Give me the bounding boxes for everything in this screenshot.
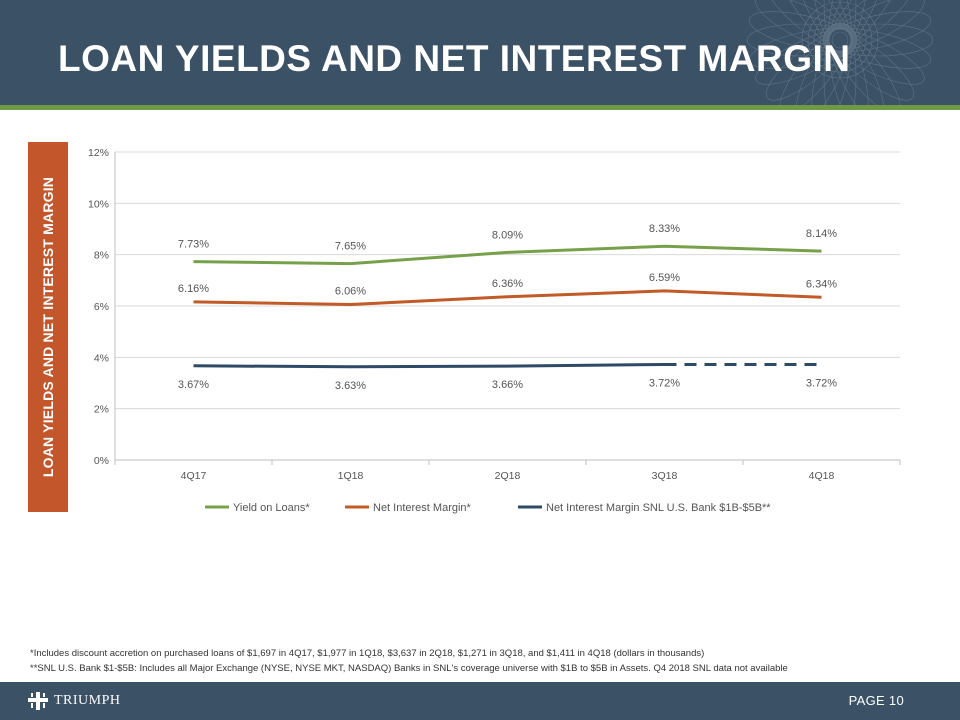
data-label: 3.63% bbox=[335, 380, 366, 392]
x-tick-label: 3Q18 bbox=[652, 470, 678, 482]
legend-label: Yield on Loans* bbox=[233, 502, 310, 514]
y-tick-label: 0% bbox=[94, 455, 109, 467]
data-label: 3.66% bbox=[492, 379, 523, 391]
footer-bar: TRIUMPH PAGE 10 bbox=[0, 682, 960, 720]
side-label: LOAN YIELDS AND NET INTEREST MARGIN bbox=[28, 142, 68, 512]
line-chart: 0% 2% 4% 6% 8% 10% 12% 4Q17 1Q18 2Q18 3Q18 4Q18 7.73… bbox=[88, 147, 901, 514]
logo-text: TRIUMPH bbox=[54, 693, 121, 708]
x-tick-label: 2Q18 bbox=[495, 470, 521, 482]
data-label: 3.72% bbox=[806, 378, 837, 390]
side-label-text: LOAN YIELDS AND NET INTEREST MARGIN bbox=[40, 176, 56, 478]
y-tick-label: 10% bbox=[88, 198, 109, 210]
y-tick-label: 8% bbox=[94, 250, 109, 262]
footnote-2: **SNL U.S. Bank $1-$5B: Includes all Maj… bbox=[30, 663, 788, 674]
data-label: 6.36% bbox=[492, 278, 523, 290]
data-label: 3.67% bbox=[178, 379, 209, 391]
y-tick-label: 2% bbox=[94, 404, 109, 416]
footnote-1: *Includes discount accretion on purchase… bbox=[30, 648, 705, 659]
y-tick-label: 4% bbox=[94, 352, 109, 364]
data-label: 6.34% bbox=[806, 278, 837, 290]
page-title: LOAN YIELDS AND NET INTEREST MARGIN bbox=[58, 38, 851, 79]
data-label: 6.16% bbox=[178, 283, 209, 295]
data-label: 8.09% bbox=[492, 229, 523, 241]
y-tick-label: 6% bbox=[94, 301, 109, 313]
data-label: 7.73% bbox=[178, 239, 209, 251]
data-label: 8.33% bbox=[649, 223, 680, 235]
data-label: 8.14% bbox=[806, 228, 837, 240]
data-label: 3.72% bbox=[649, 378, 680, 390]
header-banner: LOAN YIELDS AND NET INTEREST MARGIN bbox=[0, 0, 960, 105]
footnotes: *Includes discount accretion on purchase… bbox=[30, 646, 940, 676]
logo-mark-icon bbox=[28, 692, 48, 710]
rosette-ornament bbox=[746, 0, 934, 105]
series-line bbox=[193, 363, 665, 369]
y-tick-label: 12% bbox=[88, 147, 109, 159]
x-tick-label: 4Q18 bbox=[809, 470, 835, 482]
triumph-logo: TRIUMPH bbox=[28, 692, 121, 710]
data-label: 6.06% bbox=[335, 285, 366, 297]
data-label: 7.65% bbox=[335, 241, 366, 253]
series-line bbox=[193, 289, 822, 306]
data-label: 6.59% bbox=[649, 272, 680, 284]
x-tick-label: 1Q18 bbox=[338, 470, 364, 482]
series-line bbox=[193, 244, 822, 266]
page-number: PAGE 10 bbox=[848, 693, 904, 708]
legend-label: Net Interest Margin* bbox=[373, 502, 472, 514]
legend-label: Net Interest Margin SNL U.S. Bank $1B-$5… bbox=[546, 502, 771, 514]
header-divider bbox=[0, 105, 960, 110]
x-tick-label: 4Q17 bbox=[181, 470, 207, 482]
